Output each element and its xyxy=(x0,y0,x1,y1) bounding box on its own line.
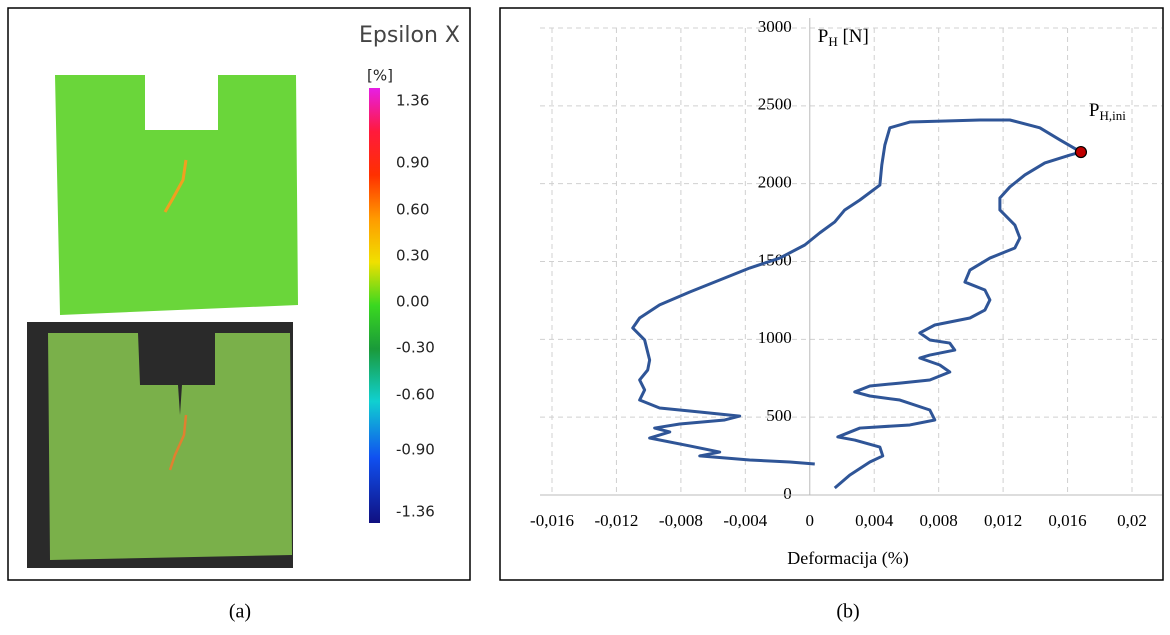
colorbar-label: -0.60 xyxy=(396,386,435,404)
x-tick-label: 0,016 xyxy=(1048,511,1086,530)
x-tick-label: 0,02 xyxy=(1117,511,1147,530)
y-axis-label: PH [N] xyxy=(818,26,869,49)
colorbar-label: -0.30 xyxy=(396,339,435,357)
y-tick-label: 500 xyxy=(766,406,792,425)
colorbar-label: -0.90 xyxy=(396,441,435,459)
colorbar-label: -1.36 xyxy=(396,503,435,521)
y-tick-label: 0 xyxy=(783,484,792,503)
panel-a-title: Epsilon X xyxy=(359,23,460,48)
plot: -0,016 -0,012 -0,008 -0,004 0 0,004 0,008 0,012… xyxy=(530,17,1162,530)
strain-map xyxy=(55,75,298,315)
colorbar-label: 0.00 xyxy=(396,293,429,311)
label-sub: H xyxy=(828,34,837,49)
annotation-point xyxy=(1074,145,1088,159)
y-tick-label: 3000 xyxy=(758,17,792,36)
colorbar-label: 1.36 xyxy=(396,92,429,110)
x-tick-label: -0,008 xyxy=(659,511,703,530)
label-main: P xyxy=(1089,100,1100,121)
colorbar-label: 0.60 xyxy=(396,201,429,219)
annotation: PH,ini xyxy=(1089,100,1126,123)
colorbar-label: 0.90 xyxy=(396,154,429,172)
panel-b-frame xyxy=(499,7,1164,581)
x-tick-label: 0,004 xyxy=(855,511,894,530)
x-tick-label: 0 xyxy=(806,511,815,530)
crack xyxy=(168,414,188,471)
colorbar-label: 0.30 xyxy=(396,247,429,265)
label-sub: H,ini xyxy=(1100,108,1127,123)
colorbar-unit: [%] xyxy=(367,67,393,85)
x-axis-label: Deformacija (%) xyxy=(787,548,908,569)
x-tick-label: -0,016 xyxy=(530,511,574,530)
caption: (a) xyxy=(229,601,251,623)
y-tick-label: 1000 xyxy=(758,328,792,347)
y-tick-label: 2000 xyxy=(758,173,792,192)
caption: (b) xyxy=(836,601,859,623)
x-tick-label: 0,008 xyxy=(920,511,958,530)
x-tick-label: -0,004 xyxy=(723,511,767,530)
label-rest: [N] xyxy=(838,26,869,47)
colorbar xyxy=(369,88,380,523)
crack xyxy=(163,159,188,213)
y-tick-label: 2500 xyxy=(758,95,792,114)
label-main: P xyxy=(818,26,829,47)
x-tick-label: 0,012 xyxy=(984,511,1022,530)
x-tick-label: -0,012 xyxy=(594,511,638,530)
photo-overlay xyxy=(48,333,292,560)
